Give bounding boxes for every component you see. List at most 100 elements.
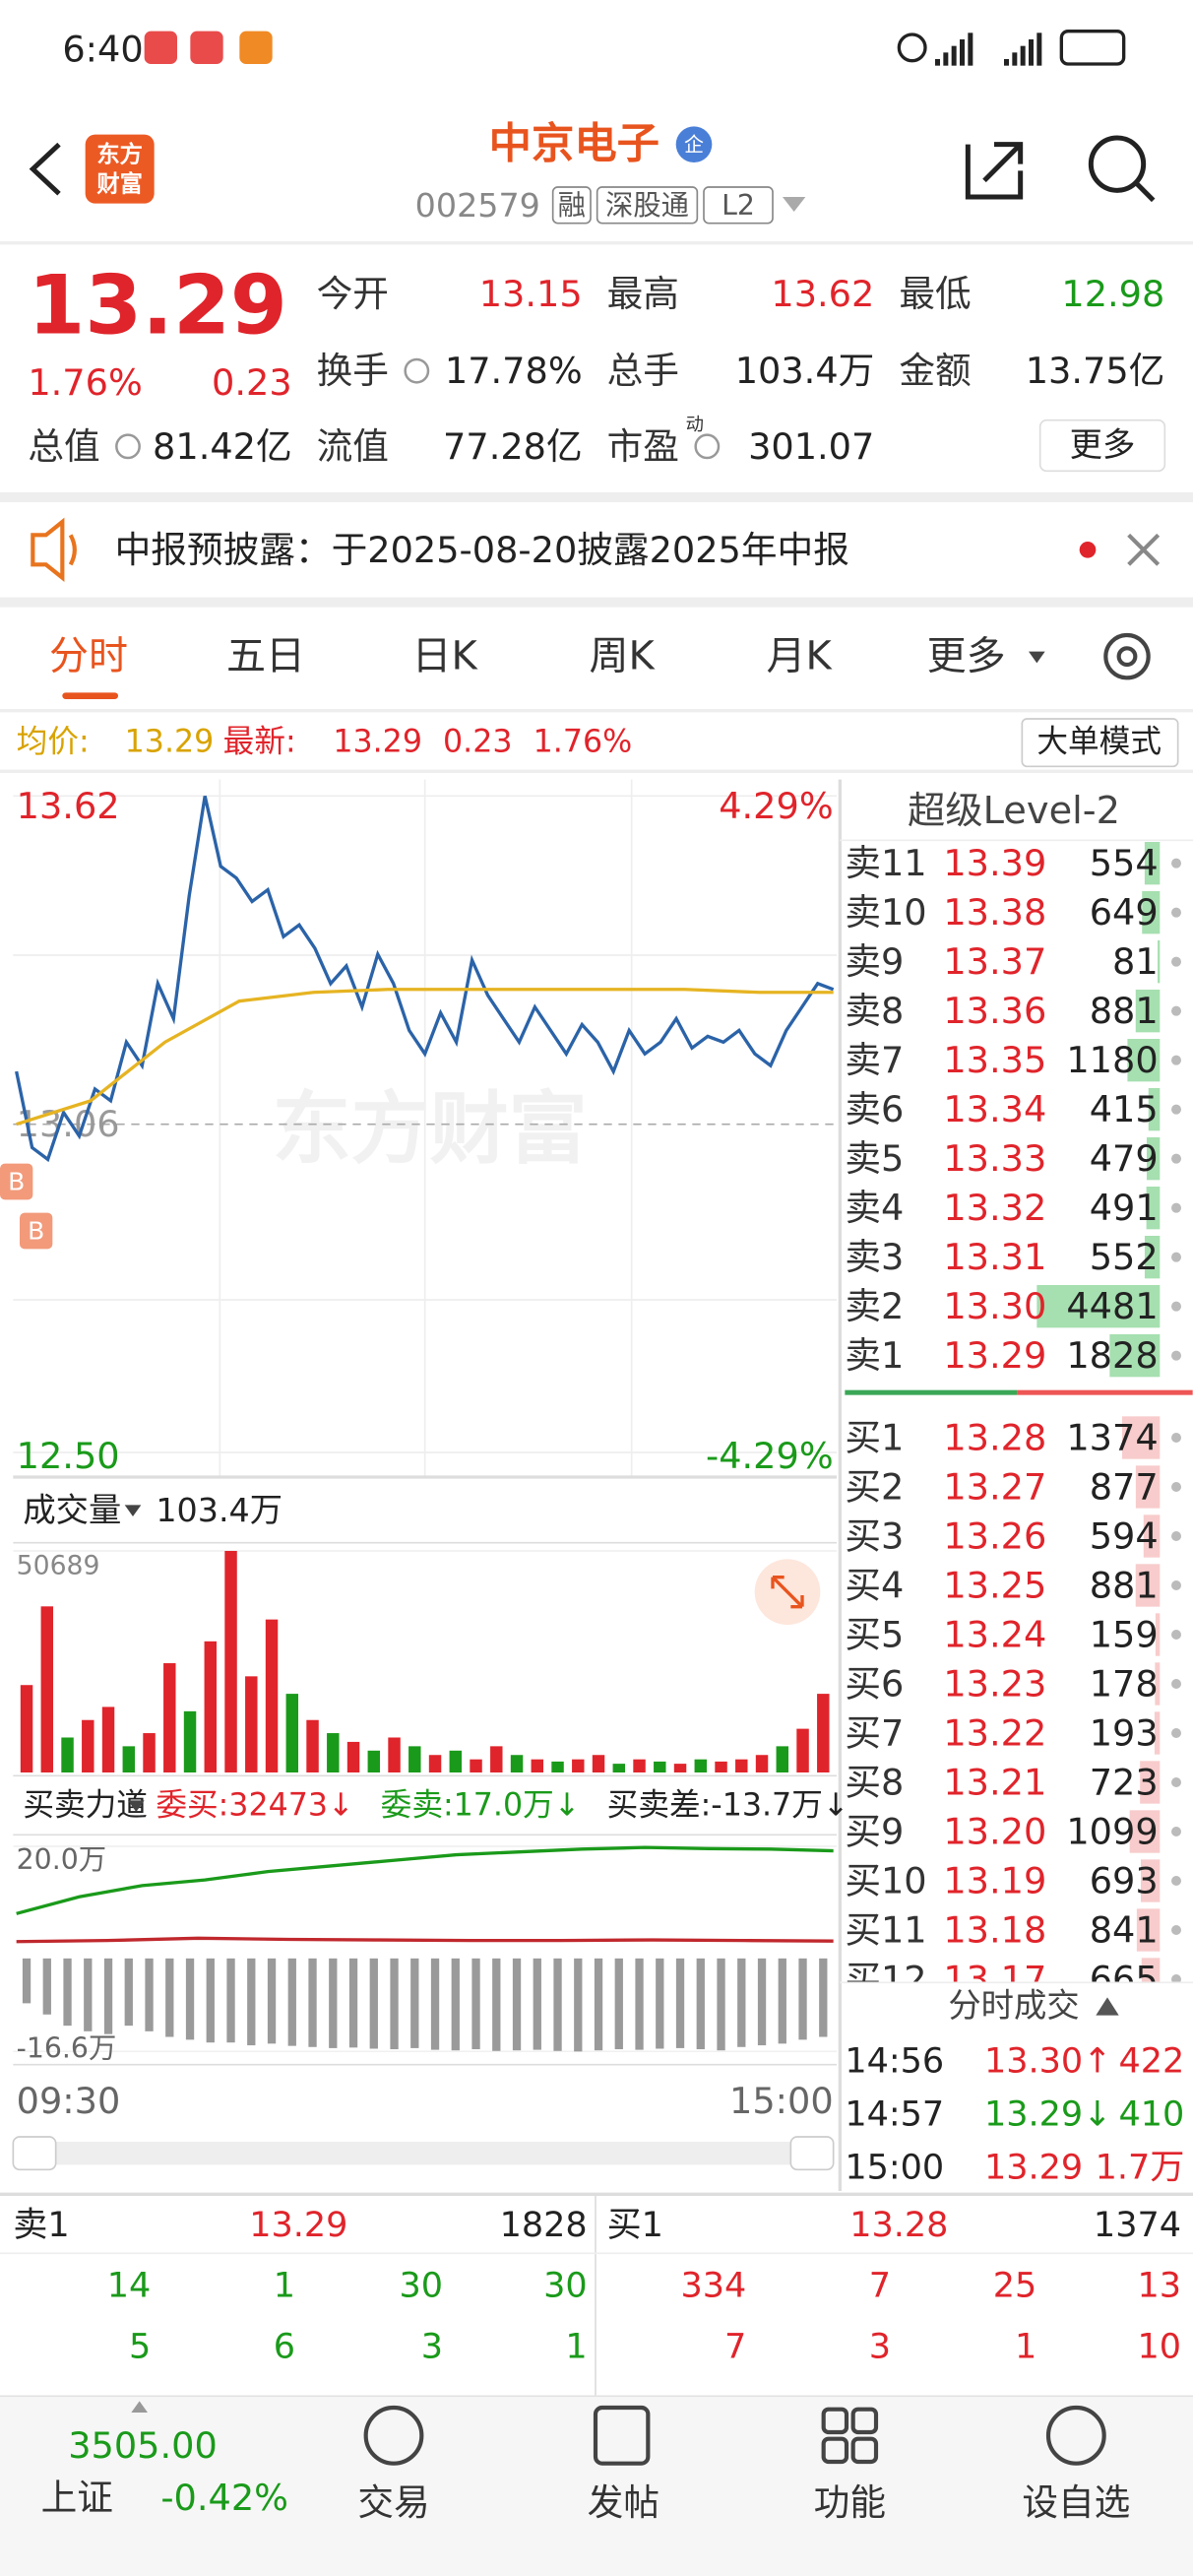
scroll-handle-left[interactable]	[12, 2136, 57, 2171]
tab[interactable]: 分时	[49, 634, 128, 679]
force-bar	[410, 1958, 419, 2048]
book-divider-red	[1017, 1389, 1193, 1395]
trade-price: 13.30↑	[984, 2041, 1112, 2081]
search-button[interactable]	[1088, 135, 1147, 193]
field-label: 最高	[607, 273, 679, 315]
book-volume: 491	[1090, 1187, 1159, 1229]
force-dropdown	[128, 1800, 145, 1812]
field-value: 77.28亿	[443, 425, 583, 468]
tag-box	[596, 186, 699, 225]
book-volume: 723	[1090, 1762, 1159, 1804]
book-dot	[1171, 1005, 1181, 1016]
book-dot	[1171, 1482, 1181, 1492]
volume-bar	[694, 1759, 708, 1772]
close-button[interactable]	[1127, 533, 1161, 566]
book-level: 卖5	[845, 1137, 904, 1180]
book-level: 买11	[845, 1909, 926, 1952]
trade-price: 13.29↓	[984, 2095, 1112, 2135]
book-volume: 1828	[1066, 1334, 1158, 1377]
book-volume: 665	[1090, 1959, 1159, 2001]
badge	[675, 126, 713, 163]
bid-detail: 25	[993, 2267, 1037, 2306]
tab[interactable]: 日K	[412, 634, 479, 679]
volume-bar	[285, 1694, 299, 1772]
ask-detail: 30	[399, 2267, 443, 2306]
book-price: 13.21	[943, 1762, 1046, 1804]
field-value: 103.4万	[735, 350, 875, 392]
book-volume: 159	[1090, 1614, 1159, 1656]
avg-label: 均价:	[17, 724, 90, 759]
book-dot	[1171, 956, 1181, 967]
nav-item[interactable]: 发帖	[588, 2481, 659, 2524]
change: 0.23	[212, 361, 292, 404]
bid-detail: 7	[724, 2327, 746, 2366]
book-price: 13.29	[943, 1334, 1046, 1377]
ask-detail: 5	[129, 2327, 151, 2366]
trade-time: 14:57	[845, 2095, 944, 2135]
settings-button[interactable]	[1103, 632, 1151, 680]
share-button[interactable]	[965, 142, 1024, 200]
force-label[interactable]: 买卖力道	[23, 1787, 148, 1823]
book-volume: 415	[1090, 1088, 1159, 1130]
volume-bar	[245, 1676, 258, 1772]
book-level: 卖3	[845, 1236, 904, 1278]
book-volume: 649	[1090, 891, 1159, 934]
book-volume: 1180	[1066, 1039, 1158, 1081]
notice-text: 中报预披露：于2025-08-20披露2025年中报	[115, 529, 849, 571]
trades-title[interactable]: 分时成交	[948, 1986, 1079, 2025]
book-volume: 594	[1090, 1515, 1159, 1558]
x-tick-label: 09:30	[17, 2080, 121, 2122]
field-label: 金额	[899, 350, 971, 392]
book-volume: 81	[1112, 940, 1159, 983]
depth-bar	[1141, 1859, 1161, 1902]
back-button[interactable]	[29, 142, 61, 196]
trades-toggle	[1096, 1997, 1119, 2016]
nav-item[interactable]: 功能	[814, 2481, 886, 2524]
book-volume: 4481	[1066, 1285, 1158, 1327]
book-level: 卖8	[845, 990, 904, 1032]
nav-item[interactable]: 设自选	[1022, 2481, 1130, 2524]
volume-bar	[367, 1750, 381, 1772]
force-bar	[226, 1958, 235, 2043]
book-dot	[1171, 1974, 1181, 1983]
field-value: 13.15	[479, 273, 583, 315]
stock-code: 002579	[415, 186, 540, 225]
force-diff: 买卖差:-13.7万↓	[607, 1787, 849, 1823]
book-volume: 881	[1090, 1565, 1159, 1607]
force-bar	[696, 1958, 705, 2050]
ask-detail: 1	[274, 2267, 295, 2306]
tab[interactable]: 周K	[590, 634, 657, 679]
tab[interactable]: 更多	[927, 634, 1006, 679]
force-line	[16, 1936, 834, 1944]
volume-label[interactable]: 成交量	[23, 1491, 121, 1529]
mode-button[interactable]	[1021, 718, 1179, 768]
tab[interactable]: 五日	[226, 634, 305, 679]
depth-bar	[1136, 1908, 1161, 1952]
book-price: 13.36	[943, 990, 1046, 1032]
book-price: 13.31	[943, 1236, 1046, 1278]
more-button[interactable]	[1038, 419, 1166, 473]
scrollbar[interactable]	[13, 2142, 834, 2165]
y-tick-label: 20.0万	[17, 1843, 106, 1876]
signal-bar	[1029, 39, 1034, 66]
book-divider-green	[845, 1389, 1018, 1395]
tab[interactable]: 月K	[767, 634, 834, 679]
latest-label: 最新:	[223, 724, 296, 759]
force-bar	[717, 1958, 725, 2051]
book-dot	[1171, 1350, 1181, 1361]
depth-bar	[1135, 990, 1161, 1033]
nav-item[interactable]: 交易	[357, 2481, 429, 2524]
force-bar	[165, 1958, 174, 2037]
index-value[interactable]: 3505.00	[68, 2424, 218, 2467]
volume-bar	[755, 1755, 769, 1772]
tab-dropdown	[1029, 651, 1045, 664]
force-bar	[533, 1958, 541, 2050]
book-level: 买4	[845, 1565, 904, 1607]
scroll-handle-right[interactable]	[789, 2136, 835, 2171]
trade-time: 14:56	[845, 2041, 944, 2081]
book-level: 卖6	[845, 1088, 904, 1130]
book-volume: 554	[1090, 842, 1159, 884]
force-bar	[614, 1958, 623, 2050]
depth-bar	[1154, 1711, 1161, 1755]
force-bar	[492, 1958, 501, 2051]
